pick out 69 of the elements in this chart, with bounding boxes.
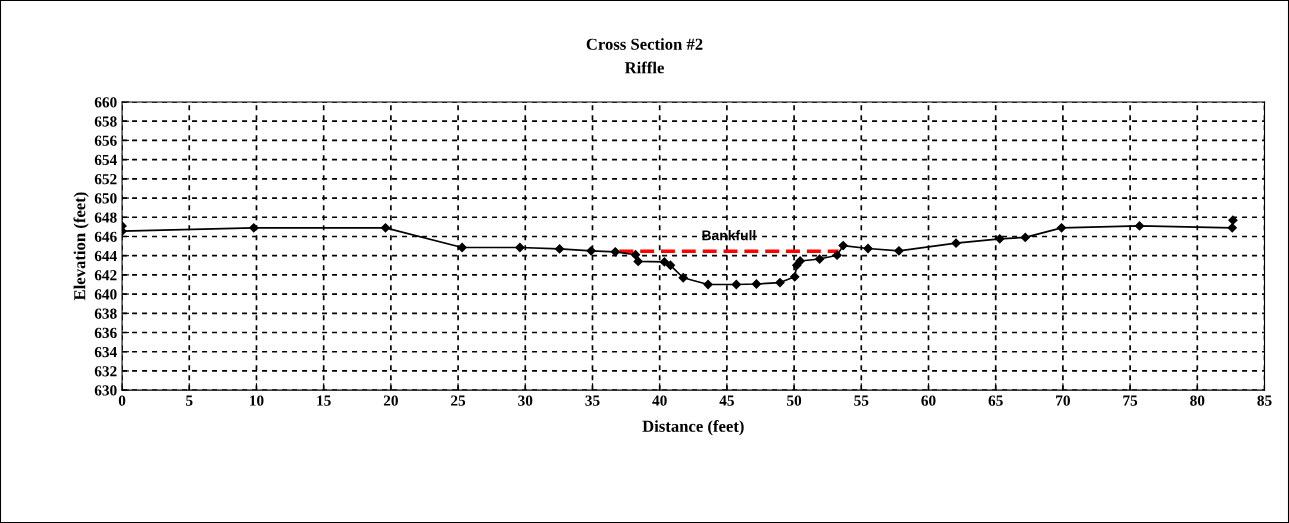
x-tick-label: 60 (921, 395, 936, 406)
point (1228, 215, 1238, 225)
x-tick-label: 55 (854, 395, 869, 406)
point (790, 272, 800, 282)
x-tick-label: 35 (585, 395, 600, 406)
point (665, 260, 676, 270)
y-tick-label: 652 (94, 174, 117, 185)
point (554, 244, 565, 254)
series-label: Bankfull (702, 230, 756, 241)
y-tick-label: 658 (94, 116, 117, 127)
point (249, 223, 259, 233)
y-tick-label: 654 (94, 154, 117, 166)
y-tick-label: 656 (94, 135, 117, 146)
y-tick-label: 660 (94, 97, 117, 108)
x-tick-label: 20 (383, 395, 398, 406)
x-tick-label: 70 (1056, 395, 1070, 406)
x-tick-label: 65 (988, 395, 1003, 406)
y-tick-label: 650 (94, 193, 117, 204)
point (775, 277, 785, 288)
chart-subtitle: Riffle (624, 61, 664, 74)
point (610, 247, 620, 257)
x-tick-label: 45 (719, 395, 734, 406)
point (832, 250, 842, 260)
point (659, 257, 670, 267)
x-tick-label: 10 (250, 395, 264, 406)
point (1134, 221, 1145, 231)
x-tick-label: 5 (186, 395, 193, 406)
y-tick-label: 640 (94, 289, 117, 300)
point (815, 254, 825, 264)
x-tick-label: 25 (451, 395, 466, 406)
point (515, 242, 525, 253)
x-tick-label: 50 (787, 395, 802, 406)
point (863, 243, 873, 254)
point (951, 238, 961, 248)
point (633, 256, 643, 267)
x-tick-label: 75 (1123, 395, 1138, 406)
x-tick-label: 85 (1257, 395, 1272, 406)
point (838, 240, 848, 251)
y-tick-label: 638 (94, 308, 117, 319)
y-tick-label: 634 (94, 346, 117, 358)
x-tick-label: 0 (118, 395, 126, 406)
point (1020, 232, 1030, 243)
point (731, 279, 741, 290)
point (678, 273, 688, 283)
y-tick-label: 632 (94, 366, 117, 377)
point (703, 279, 713, 290)
point (1227, 223, 1237, 233)
x-tick-label: 15 (317, 395, 331, 406)
y-tick-label: 642 (94, 270, 117, 281)
point (457, 242, 467, 253)
y-axis-title: Elevation (feet) (73, 192, 89, 301)
chart-title: Cross Section #2 (586, 38, 703, 50)
x-axis-title: Distance (feet) (642, 419, 744, 436)
point (630, 250, 641, 260)
x-tick-label: 40 (652, 395, 667, 406)
y-tick-label: 648 (94, 212, 117, 223)
y-tick-label: 630 (94, 385, 117, 396)
y-tick-label: 644 (94, 250, 117, 262)
point (795, 256, 805, 266)
y-tick-label: 636 (94, 327, 117, 338)
point (1056, 223, 1067, 233)
point (894, 246, 904, 256)
x-tick-label: 30 (518, 395, 533, 406)
point (380, 223, 391, 233)
point (586, 246, 596, 256)
x-tick-label: 80 (1190, 395, 1205, 406)
y-tick-label: 646 (94, 231, 117, 242)
point (995, 234, 1005, 244)
point (751, 279, 762, 289)
